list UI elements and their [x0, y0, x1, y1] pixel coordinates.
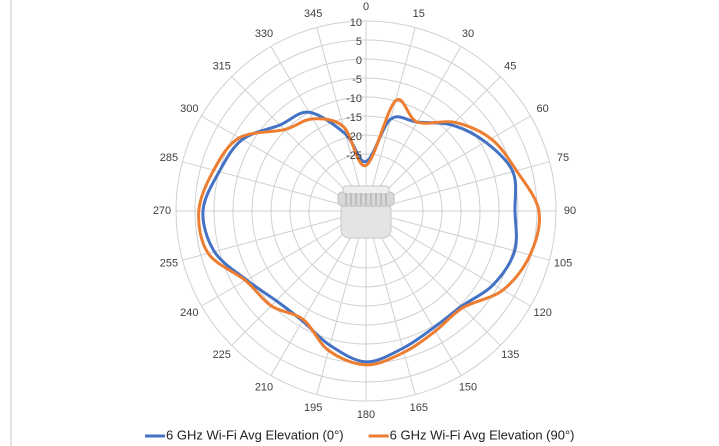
labels: 0153045607590105120135150165180195210225…: [153, 1, 576, 421]
grid: [175, 20, 557, 402]
angle-label: 210: [255, 382, 273, 394]
legend-label: 6 GHz Wi-Fi Avg Elevation (0°): [166, 427, 344, 442]
radial-tick-label: 0: [356, 55, 362, 67]
radial-tick-label: -5: [352, 74, 362, 86]
angle-label: 240: [180, 307, 198, 319]
angle-label: 300: [180, 103, 198, 115]
angle-label: 45: [504, 61, 516, 73]
angle-label: 15: [413, 8, 425, 20]
radial-tick-label: -25: [346, 150, 362, 162]
spoke: [182, 210, 367, 261]
spoke: [365, 210, 416, 395]
spoke: [365, 210, 550, 261]
angle-label: 75: [557, 152, 569, 164]
plot-area: [197, 98, 541, 367]
angle-label: 0: [363, 1, 369, 13]
angle-label: 315: [213, 61, 231, 73]
radial-tick-label: -20: [346, 131, 362, 143]
angle-label: 135: [501, 349, 519, 361]
angle-label: 120: [533, 307, 551, 319]
angle-label: 165: [410, 402, 428, 414]
angle-label: 150: [459, 382, 477, 394]
angle-label: 195: [304, 402, 322, 414]
device-image: [337, 185, 395, 239]
angle-label: 90: [564, 205, 576, 217]
spoke: [201, 210, 367, 307]
spoke: [365, 46, 462, 212]
legend: 6 GHz Wi-Fi Avg Elevation (0°) 6 GHz Wi-F…: [145, 427, 574, 442]
radial-tick-label: -15: [346, 112, 362, 124]
angle-label: 225: [213, 349, 231, 361]
angle-label: 285: [160, 152, 178, 164]
series-line: [201, 110, 518, 364]
angle-label: 105: [554, 258, 572, 270]
spoke: [316, 27, 367, 212]
radial-tick-label: -10: [346, 93, 362, 105]
angle-label: 345: [304, 8, 322, 20]
spoke: [365, 161, 550, 212]
spoke: [270, 46, 367, 212]
angle-label: 180: [357, 409, 375, 421]
spoke: [316, 210, 367, 395]
angle-label: 330: [255, 28, 273, 40]
legend-label: 6 GHz Wi-Fi Avg Elevation (90°): [390, 427, 575, 442]
radial-tick-label: 5: [356, 36, 362, 48]
radial-tick-label: 10: [350, 17, 362, 29]
angle-label: 60: [537, 103, 549, 115]
series-line: [197, 98, 541, 367]
angle-label: 255: [160, 258, 178, 270]
angle-label: 30: [462, 28, 474, 40]
angle-label: 270: [153, 205, 171, 217]
